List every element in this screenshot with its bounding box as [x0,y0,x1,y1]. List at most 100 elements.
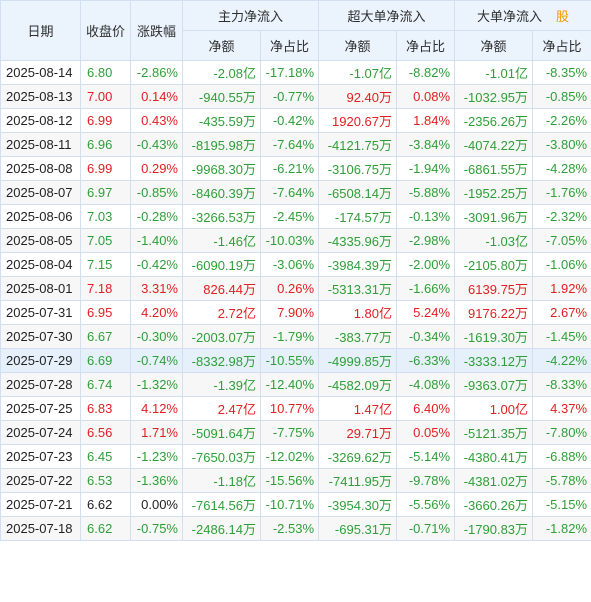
cell-close: 7.05 [80,228,131,253]
cell-main-pct: -1.79% [259,324,320,349]
col-header-main-net-ratio[interactable]: 净占比 [259,30,320,61]
cell-l-amt: -6861.55万 [454,156,534,181]
cell-xl-amt: 1.80亿 [318,300,398,325]
truncated-header-text: 股 [556,9,570,24]
table-row[interactable]: 2025-07-21 6.62 0.00% -7614.56万 -10.71% -3954… [0,492,591,517]
cell-xl-amt: -174.57万 [318,204,398,229]
cell-change: 0.43% [130,108,183,133]
table-row[interactable]: 2025-08-04 7.15 -0.42% -6090.19万 -3.06% -3984… [0,252,591,277]
table-row[interactable]: 2025-08-07 6.97 -0.85% -8460.39万 -7.64% -6508… [0,180,591,205]
cell-date: 2025-08-07 [0,180,81,205]
cell-xl-pct: -6.33% [396,348,456,373]
cell-main-pct: -10.55% [259,348,320,373]
cell-main-amt: -1.39亿 [182,372,261,397]
cell-l-pct: -5.15% [532,492,591,517]
cell-xl-amt: -695.31万 [318,516,398,541]
col-header-xl-net-ratio[interactable]: 净占比 [396,30,456,61]
cell-main-amt: -8460.39万 [182,180,261,205]
cell-main-amt: -940.55万 [182,84,261,109]
cell-xl-pct: -1.94% [396,156,456,181]
col-header-main-net-amount[interactable]: 净额 [182,30,261,61]
cell-main-pct: 7.90% [259,300,320,325]
cell-l-amt: -1032.95万 [454,84,534,109]
cell-xl-amt: -3984.39万 [318,252,398,277]
cell-change: 1.71% [130,420,183,445]
table-row[interactable]: 2025-07-29 6.69 -0.74% -8332.98万 -10.55% -499… [0,348,591,373]
cell-date: 2025-08-13 [0,84,81,109]
cell-l-amt: -9363.07万 [454,372,534,397]
table-row[interactable]: 2025-08-13 7.00 0.14% -940.55万 -0.77% 92.40万 0… [0,84,591,109]
cell-xl-pct: -0.34% [396,324,456,349]
group-header-l-flow-label: 大单净流入 [477,9,543,24]
table-row[interactable]: 2025-08-06 7.03 -0.28% -3266.53万 -2.45% -174.… [0,204,591,229]
cell-change: -0.30% [130,324,183,349]
cell-xl-pct: 0.05% [396,420,456,445]
table-row[interactable]: 2025-08-11 6.96 -0.43% -8195.98万 -7.64% -4121… [0,132,591,157]
cell-xl-amt: -7411.95万 [318,468,398,493]
col-header-close[interactable]: 收盘价 [80,0,131,61]
cell-date: 2025-07-23 [0,444,81,469]
cell-l-pct: -6.88% [532,444,591,469]
table-row[interactable]: 2025-08-08 6.99 0.29% -9968.30万 -6.21% -3106.… [0,156,591,181]
cell-l-amt: 1.00亿 [454,396,534,421]
cell-date: 2025-07-22 [0,468,81,493]
cell-main-pct: -6.21% [259,156,320,181]
cell-main-pct: 10.77% [259,396,320,421]
cell-xl-amt: 29.71万 [318,420,398,445]
table-row[interactable]: 2025-08-12 6.99 0.43% -435.59万 -0.42% 1920.67… [0,108,591,133]
table-row[interactable]: 2025-08-01 7.18 3.31% 826.44万 0.26% -5313.31万… [0,276,591,301]
table-row[interactable]: 2025-07-28 6.74 -1.32% -1.39亿 -12.40% -4582.0… [0,372,591,397]
cell-date: 2025-07-25 [0,396,81,421]
table-row[interactable]: 2025-08-14 6.80 -2.86% -2.08亿 -17.18% -1.07亿 -… [0,60,591,85]
cell-xl-pct: -4.08% [396,372,456,397]
cell-date: 2025-07-29 [0,348,81,373]
cell-close: 6.69 [80,348,131,373]
cell-main-amt: -9968.30万 [182,156,261,181]
group-header-main-flow: 主力净流入 [181,0,320,31]
col-header-change[interactable]: 涨跌幅 [130,0,183,61]
cell-change: 4.20% [130,300,183,325]
cell-l-pct: -7.80% [532,420,591,445]
cell-change: 4.12% [130,396,183,421]
cell-date: 2025-08-06 [0,204,81,229]
cell-date: 2025-08-08 [0,156,81,181]
cell-change: -1.40% [130,228,183,253]
table-body: 2025-08-14 6.80 -2.86% -2.08亿 -17.18% -1.07亿 -… [0,60,591,541]
table-row[interactable]: 2025-07-23 6.45 -1.23% -7650.03万 -12.02% -326… [0,444,591,469]
cell-xl-amt: 1.47亿 [318,396,398,421]
table-row[interactable]: 2025-08-05 7.05 -1.40% -1.46亿 -10.03% -4335.9… [0,228,591,253]
cell-date: 2025-08-05 [0,228,81,253]
cell-date: 2025-07-31 [0,300,81,325]
table-row[interactable]: 2025-07-18 6.62 -0.75% -2486.14万 -2.53% -695.… [0,516,591,541]
table-row[interactable]: 2025-07-31 6.95 4.20% 2.72亿 7.90% 1.80亿 5.24% 9… [0,300,591,325]
col-header-l-net-amount[interactable]: 净额 [454,30,534,61]
cell-date: 2025-08-01 [0,276,81,301]
cell-main-pct: -7.64% [259,180,320,205]
cell-main-pct: 0.26% [259,276,320,301]
cell-main-amt: -3266.53万 [182,204,261,229]
cell-close: 6.67 [80,324,131,349]
table-row[interactable]: 2025-07-22 6.53 -1.36% -1.18亿 -15.56% -7411.9… [0,468,591,493]
cell-change: -1.23% [130,444,183,469]
cell-close: 6.62 [80,492,131,517]
cell-close: 6.53 [80,468,131,493]
col-header-date[interactable]: 日期 [0,0,81,61]
cell-close: 6.95 [80,300,131,325]
cell-l-amt: -1790.83万 [454,516,534,541]
cell-main-amt: -2003.07万 [182,324,261,349]
col-header-l-net-ratio[interactable]: 净占比 [532,30,591,61]
cell-main-pct: -17.18% [259,60,320,85]
fund-flow-table: 日期 收盘价 涨跌幅 主力净流入 超大单净流入 大单净流入股 净额 净占比 净额… [0,0,591,541]
table-row[interactable]: 2025-07-25 6.83 4.12% 2.47亿 10.77% 1.47亿 6.40%… [0,396,591,421]
cell-l-pct: -4.28% [532,156,591,181]
cell-main-amt: -8332.98万 [182,348,261,373]
cell-l-amt: -3333.12万 [454,348,534,373]
cell-xl-pct: -5.14% [396,444,456,469]
cell-xl-amt: -4999.85万 [318,348,398,373]
col-header-xl-net-amount[interactable]: 净额 [318,30,398,61]
cell-close: 6.80 [80,60,131,85]
table-row[interactable]: 2025-07-24 6.56 1.71% -5091.64万 -7.75% 29.71万… [0,420,591,445]
table-row[interactable]: 2025-07-30 6.67 -0.30% -2003.07万 -1.79% -383.… [0,324,591,349]
cell-xl-amt: 92.40万 [318,84,398,109]
cell-xl-pct: -9.78% [396,468,456,493]
